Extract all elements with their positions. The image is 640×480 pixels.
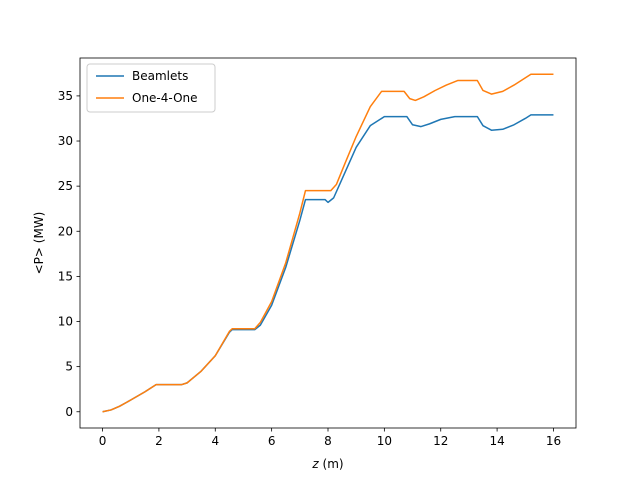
x-axis-ticks: 0 2 4 6 8 10 12 14 16 <box>99 428 561 448</box>
y-tick-label: 15 <box>58 269 73 283</box>
y-tick-label: 25 <box>58 179 73 193</box>
x-axis-label: z (m) <box>311 457 343 471</box>
x-axis-unit: (m) <box>319 457 344 471</box>
plot-background <box>80 58 576 428</box>
x-tick-label: 16 <box>546 434 561 448</box>
x-tick-label: 0 <box>99 434 107 448</box>
y-tick-label: 0 <box>65 405 73 419</box>
legend-label-one-4-one: One-4-One <box>132 91 198 105</box>
y-axis-ticks: 0 5 10 15 20 25 30 35 <box>58 89 80 419</box>
y-tick-label: 5 <box>65 360 73 374</box>
series-line-one-4-one <box>102 73 554 413</box>
y-tick-label: 30 <box>58 134 73 148</box>
y-tick-label: 10 <box>58 315 73 329</box>
x-tick-label: 2 <box>155 434 163 448</box>
x-tick-label: 10 <box>377 434 392 448</box>
x-axis-variable: z <box>311 457 319 471</box>
x-tick-label: 8 <box>324 434 332 448</box>
legend: Beamlets One-4-One <box>86 63 216 113</box>
x-tick-label: 14 <box>489 434 504 448</box>
legend-label-beamlets: Beamlets <box>132 69 188 83</box>
y-tick-label: 35 <box>58 89 73 103</box>
y-tick-label: 20 <box>58 224 73 238</box>
x-tick-label: 4 <box>211 434 219 448</box>
series-layer <box>102 73 554 413</box>
x-tick-label: 6 <box>268 434 276 448</box>
y-axis-label: <P> (MW) <box>32 212 46 275</box>
x-tick-label: 12 <box>433 434 448 448</box>
